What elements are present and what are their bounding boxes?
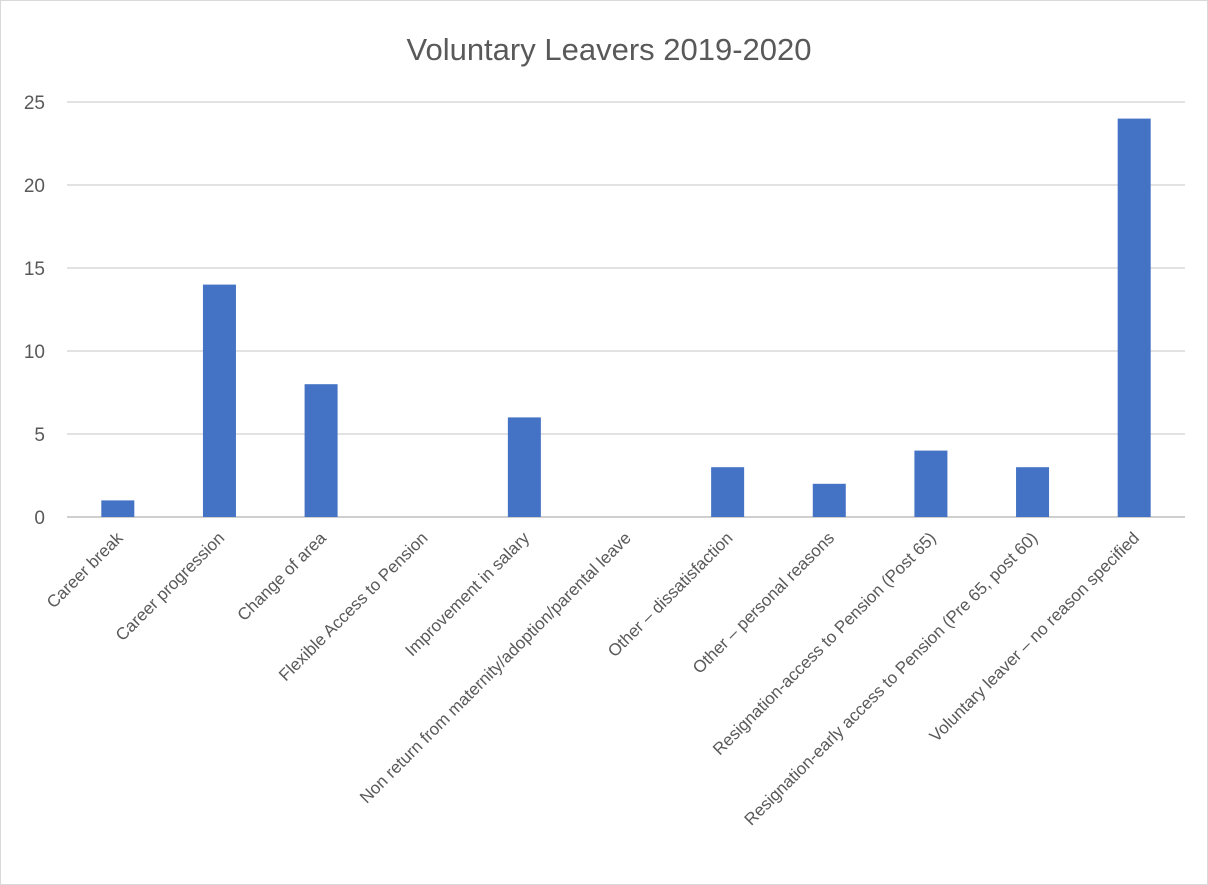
bars [101, 118, 1151, 517]
bar [507, 417, 541, 517]
bar [914, 450, 948, 517]
bar [101, 500, 135, 517]
y-axis-ticks: 0 5 10 15 20 25 [24, 93, 45, 529]
y-tick-label: 0 [34, 508, 45, 529]
gridlines [67, 101, 1185, 518]
x-category-label: Voluntary leaver – no reason specified [926, 528, 1143, 745]
y-tick-label: 25 [24, 93, 45, 114]
chart-title: Voluntary Leavers 2019-2020 [406, 32, 811, 67]
bar [304, 384, 338, 517]
bar [202, 284, 236, 517]
bar [711, 467, 745, 517]
bar [1016, 467, 1050, 517]
y-tick-label: 5 [34, 425, 45, 446]
x-category-label: Change of area [234, 528, 331, 625]
x-category-label: Career progression [112, 528, 228, 644]
x-category-label: Resignation-access to Pension (Post 65) [709, 528, 940, 759]
x-category-label: Career break [43, 528, 127, 612]
y-tick-label: 20 [24, 176, 45, 197]
y-tick-label: 15 [24, 259, 45, 280]
bar [812, 483, 846, 517]
y-tick-label: 10 [24, 342, 45, 363]
bar [1117, 118, 1151, 517]
